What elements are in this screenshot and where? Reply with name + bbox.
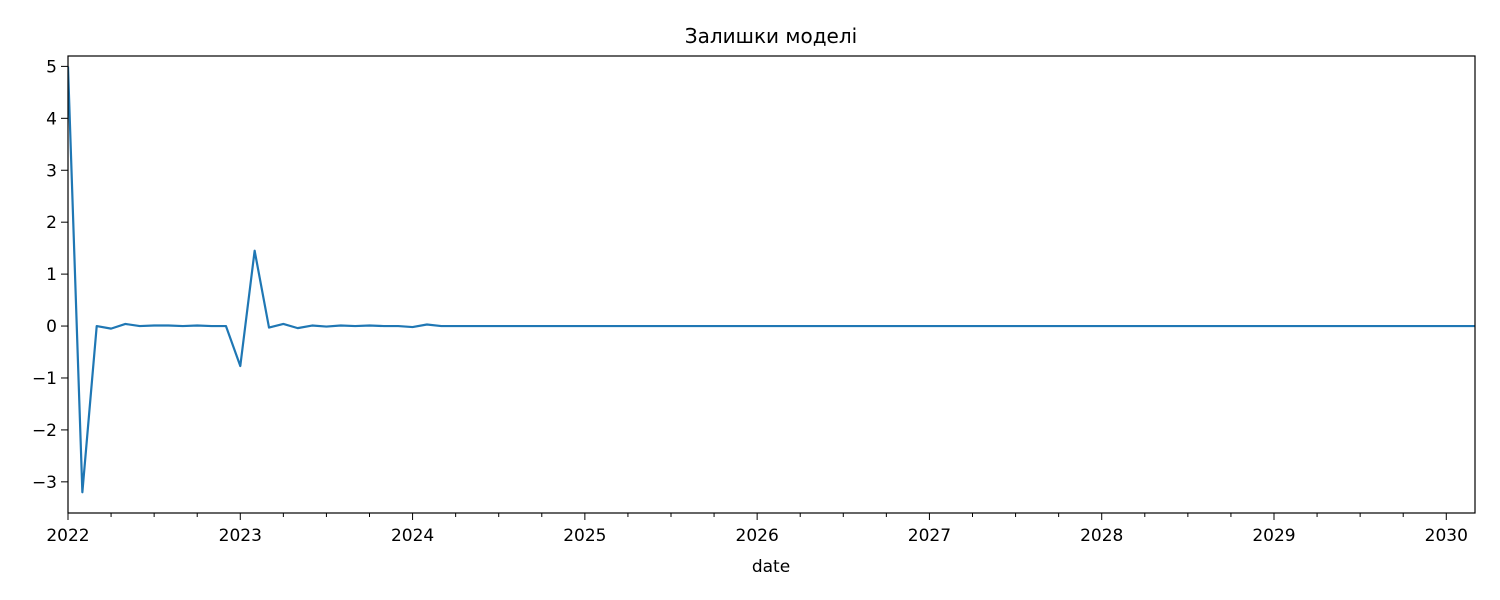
plot-area bbox=[68, 66, 1475, 494]
y-tick-label: 1 bbox=[46, 265, 57, 285]
y-tick-label: 0 bbox=[46, 317, 57, 337]
y-axis-ticks: −3 −2 −1 0 1 2 3 4 5 bbox=[32, 57, 68, 493]
y-tick-label: −1 bbox=[32, 369, 57, 389]
x-axis-ticks: 2022 2023 2024 2025 2026 2027 2028 2029 2030 bbox=[46, 513, 1468, 546]
x-tick-label: 2030 bbox=[1425, 526, 1468, 546]
y-tick-label: 4 bbox=[46, 109, 57, 129]
y-tick-label: 2 bbox=[46, 213, 57, 233]
y-tick-label: 5 bbox=[46, 57, 57, 77]
y-tick-label: −3 bbox=[32, 473, 57, 493]
residual-series-line bbox=[68, 66, 1475, 494]
x-tick-label: 2022 bbox=[46, 526, 89, 546]
x-tick-label: 2029 bbox=[1252, 526, 1295, 546]
plot-frame bbox=[67, 55, 1476, 514]
x-tick-label: 2024 bbox=[391, 526, 434, 546]
x-tick-label: 2027 bbox=[908, 526, 951, 546]
chart-title: Залишки моделі bbox=[685, 24, 857, 48]
x-axis-label: date bbox=[752, 557, 790, 577]
y-tick-label: −2 bbox=[32, 421, 57, 441]
y-tick-label: 3 bbox=[46, 161, 57, 181]
x-tick-label: 2025 bbox=[563, 526, 606, 546]
x-tick-label: 2028 bbox=[1080, 526, 1123, 546]
x-tick-label: 2023 bbox=[219, 526, 262, 546]
x-tick-label: 2026 bbox=[736, 526, 779, 546]
